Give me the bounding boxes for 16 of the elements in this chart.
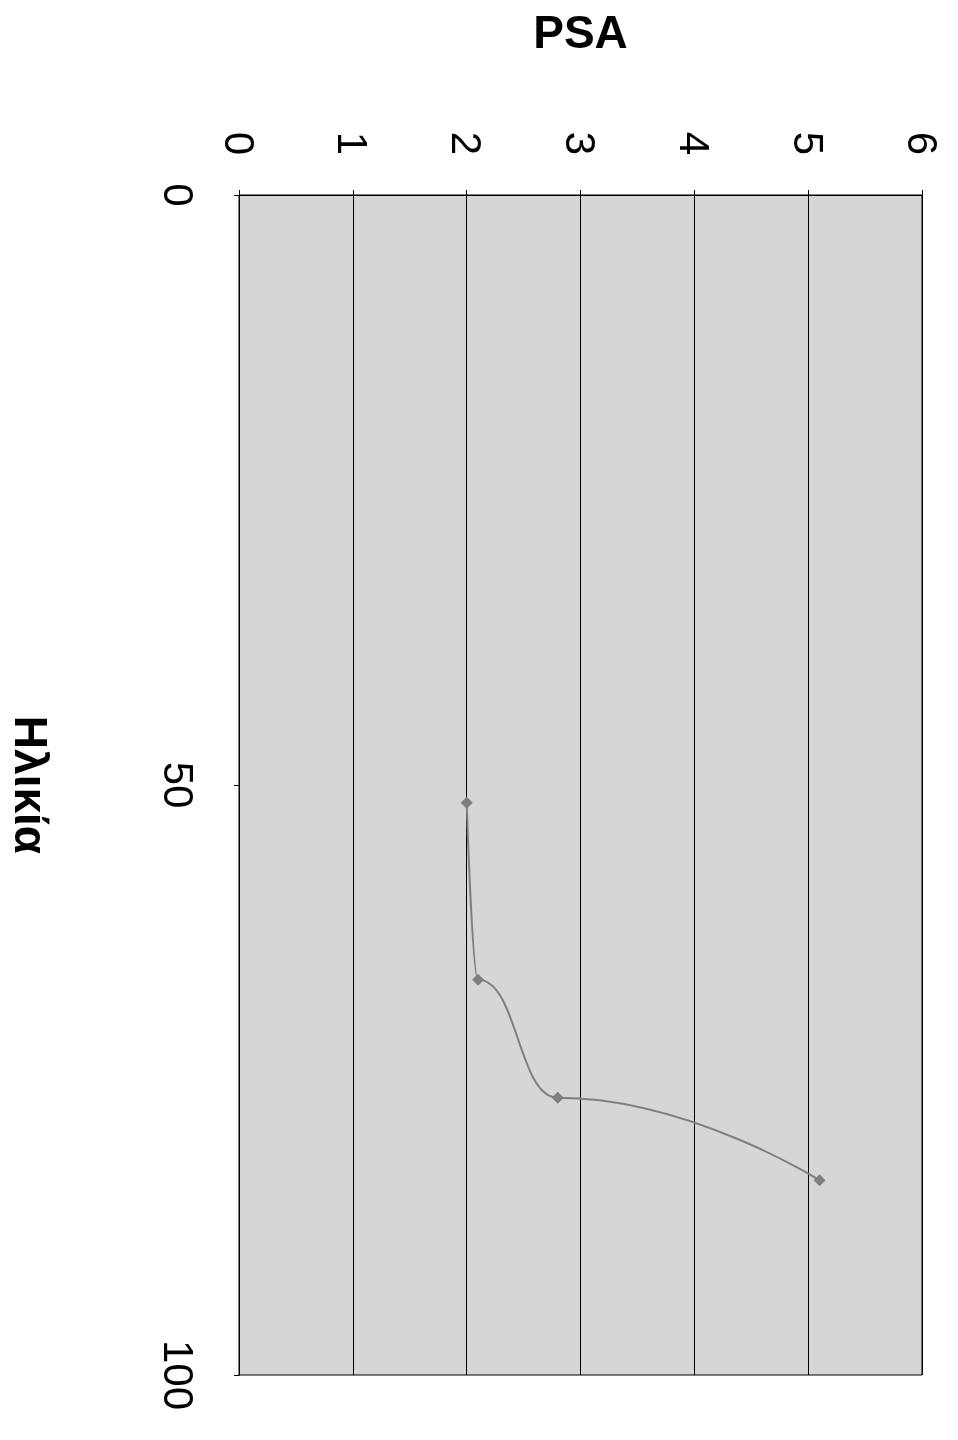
- x-tick-label: 2: [443, 131, 491, 155]
- point: [551, 1091, 564, 1104]
- point: [460, 796, 473, 809]
- x-tick-label: 3: [557, 131, 604, 155]
- y-tick-label: 0: [154, 183, 202, 207]
- x-tick-label: 6: [898, 131, 946, 155]
- x-tick-label: 4: [670, 131, 718, 155]
- x-axis-title: PSA: [533, 6, 628, 58]
- point: [813, 1174, 826, 1187]
- x-tick-label: 5: [784, 131, 832, 155]
- y-axis-title: Ηλικία: [5, 715, 57, 855]
- x-tick-label: 0: [215, 131, 263, 155]
- y-tick-label: 100: [154, 1339, 202, 1411]
- y-tick-label: 50: [154, 761, 202, 809]
- point: [472, 973, 485, 986]
- x-tick-label: 1: [329, 131, 377, 155]
